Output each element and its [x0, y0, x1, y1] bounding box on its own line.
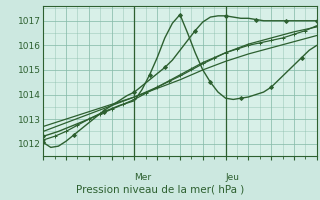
Text: Mer: Mer: [134, 172, 152, 182]
Text: Pression niveau de la mer( hPa ): Pression niveau de la mer( hPa ): [76, 184, 244, 194]
Text: Jeu: Jeu: [226, 172, 240, 182]
